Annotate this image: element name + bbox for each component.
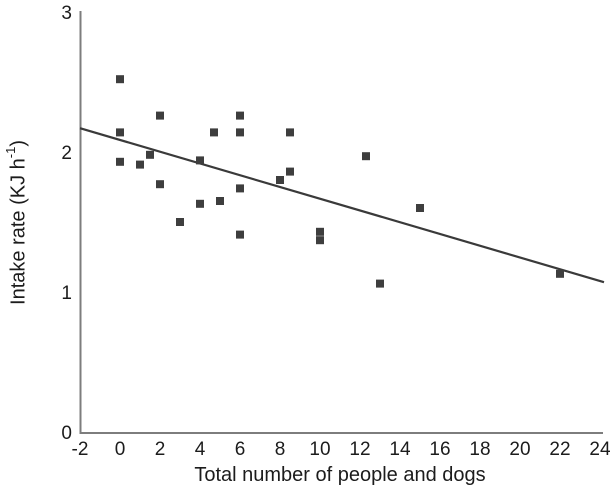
x-tick-label: 10 — [309, 439, 330, 460]
x-axis-title-text: Total number of people and dogs — [194, 464, 486, 486]
x-tick-label: 0 — [115, 439, 126, 460]
data-point — [196, 156, 204, 165]
data-point — [176, 218, 184, 226]
y-axis-title-superscript: -1 — [3, 146, 19, 158]
x-axis-title: Total number of people and dogs — [80, 462, 600, 490]
y-tick-label: 1 — [61, 283, 72, 304]
data-point — [210, 128, 218, 137]
data-point — [156, 111, 164, 120]
data-point — [146, 150, 154, 159]
data-point — [116, 75, 124, 84]
x-tick-label: 20 — [509, 439, 530, 460]
x-tick-label: 16 — [429, 439, 450, 460]
data-point — [236, 128, 244, 137]
x-tick-label: 8 — [275, 439, 286, 460]
y-tick-label: 3 — [61, 3, 72, 24]
y-tick-label: 0 — [61, 423, 72, 444]
data-point — [216, 197, 224, 205]
data-point — [316, 236, 324, 245]
data-point — [236, 184, 244, 193]
data-point — [556, 269, 564, 278]
x-tick-label: 14 — [389, 439, 411, 460]
data-point — [156, 180, 164, 189]
data-point — [136, 160, 144, 169]
data-point — [286, 128, 294, 137]
x-tick-label: 4 — [195, 439, 206, 460]
data-point — [276, 176, 284, 184]
x-tick-label: 22 — [549, 439, 570, 460]
x-tick-label: 24 — [589, 439, 610, 460]
y-axis-title-text: Intake rate (KJ h-1) — [3, 139, 30, 305]
x-tick-label: 2 — [155, 439, 166, 460]
data-point — [236, 111, 244, 120]
trend-line — [79, 127, 605, 284]
data-point — [116, 157, 124, 166]
data-point — [416, 204, 424, 212]
data-point — [116, 128, 124, 137]
data-point — [286, 167, 294, 176]
x-tick-label: 6 — [235, 439, 246, 460]
data-point — [196, 199, 204, 208]
y-axis-title: Intake rate (KJ h-1) — [2, 12, 32, 432]
data-point — [236, 230, 244, 239]
data-point — [316, 227, 324, 236]
x-tick-label: 18 — [469, 439, 490, 460]
y-tick-label: 2 — [61, 143, 72, 164]
data-point — [362, 152, 370, 161]
x-tick-label: -2 — [72, 439, 89, 460]
x-tick-label: 12 — [349, 439, 370, 460]
data-point — [376, 279, 384, 288]
